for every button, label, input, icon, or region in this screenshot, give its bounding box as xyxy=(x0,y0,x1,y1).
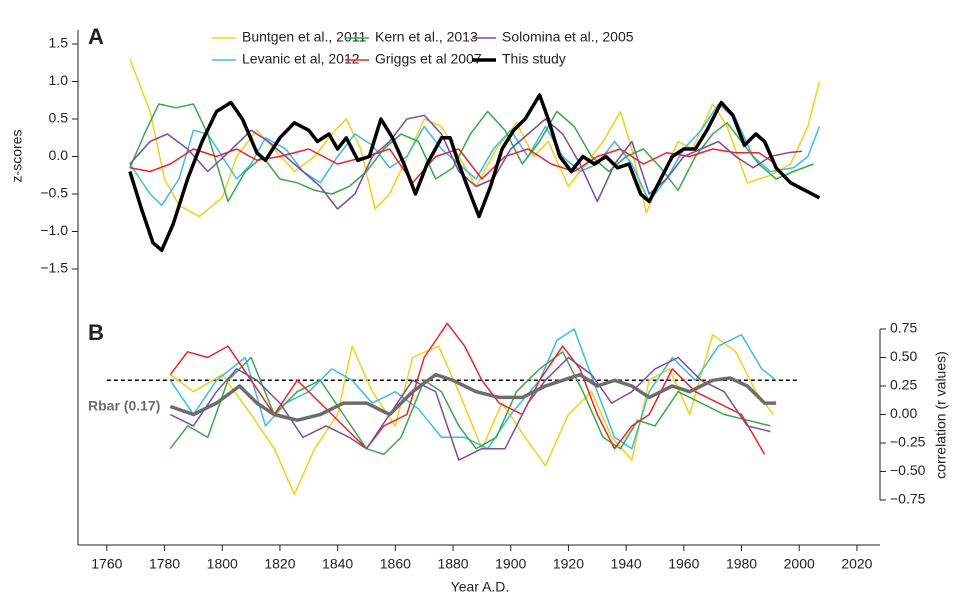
y-tick-label: −1.0 xyxy=(40,222,68,238)
legend-label: Solomina et al., 2005 xyxy=(502,29,634,45)
series-line xyxy=(129,114,803,210)
x-tick-label: 1960 xyxy=(668,556,699,572)
y-tick-label: −0.5 xyxy=(40,185,68,201)
legend-label: Kern et al., 2013 xyxy=(375,29,478,45)
y-tick-label: −0.50 xyxy=(890,462,926,478)
legend-label: This study xyxy=(502,51,566,67)
y-tick-label: 0.75 xyxy=(890,320,917,336)
panel-label: B xyxy=(88,320,104,345)
x-tick-label: 1940 xyxy=(611,556,642,572)
series-line xyxy=(169,351,771,456)
panel-label: A xyxy=(88,24,104,49)
x-tick-label: 1780 xyxy=(149,556,180,572)
x-tick-label: 2000 xyxy=(784,556,815,572)
x-tick-label: 1820 xyxy=(264,556,295,572)
y-tick-label: 1.0 xyxy=(49,72,69,88)
legend-label: Levanic et al, 2012 xyxy=(242,51,360,67)
series-line xyxy=(169,372,777,422)
y-tick-label: 0.50 xyxy=(890,348,917,364)
y-tick-label: 0.0 xyxy=(49,147,69,163)
x-tick-label: 1760 xyxy=(91,556,122,572)
x-tick-label: 1980 xyxy=(726,556,757,572)
series-line xyxy=(169,356,771,461)
x-tick-label: 2020 xyxy=(841,556,872,572)
x-tick-label: 1860 xyxy=(380,556,411,572)
x-tick-label: 1800 xyxy=(207,556,238,572)
y-tick-label: −0.25 xyxy=(890,434,926,450)
series-line xyxy=(169,322,766,455)
y-tick-label: 0.00 xyxy=(890,405,917,421)
series-line xyxy=(129,103,821,207)
y-tick-label: 0.5 xyxy=(49,110,69,126)
series-line xyxy=(128,93,821,253)
series-line xyxy=(169,333,774,496)
y-tick-label: −1.5 xyxy=(40,260,68,276)
x-tick-label: 1880 xyxy=(437,556,468,572)
x-tick-label: 1840 xyxy=(322,556,353,572)
series-label: Rbar (0.17) xyxy=(88,398,160,414)
legend-label: Buntgen et al., 2011 xyxy=(242,29,366,45)
y-tick-label: 1.5 xyxy=(49,35,69,51)
x-tick-label: 1900 xyxy=(495,556,526,572)
y-axis-label: correlation (r values) xyxy=(933,351,949,479)
x-axis-label: Year A.D. xyxy=(451,579,510,595)
x-tick-label: 1920 xyxy=(553,556,584,572)
y-tick-label: −0.75 xyxy=(890,491,926,507)
legend-label: Griggs et al 2007 xyxy=(375,51,482,67)
y-axis-label: z-scores xyxy=(9,130,25,183)
y-tick-label: 0.25 xyxy=(890,377,917,393)
